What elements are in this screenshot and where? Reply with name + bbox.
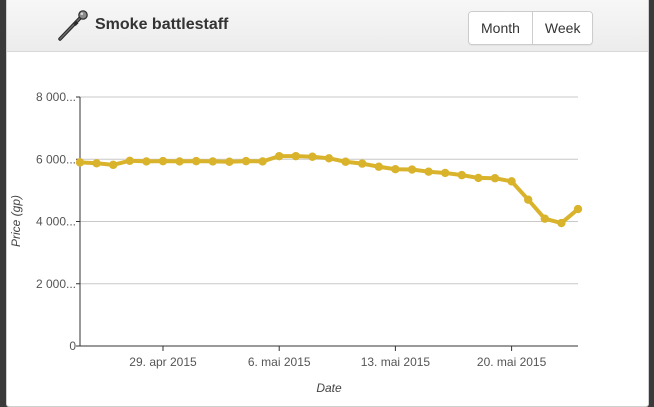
data-point-0[interactable]: [75, 158, 85, 167]
x-tick-label-3: 20. mai 2015: [477, 355, 547, 369]
data-point-7[interactable]: [192, 156, 201, 166]
x-tick-label-1: 6. mai 2015: [248, 355, 311, 369]
data-point-1[interactable]: [92, 159, 101, 168]
data-point-18[interactable]: [374, 162, 383, 171]
data-point-16[interactable]: [341, 157, 350, 166]
data-point-23[interactable]: [457, 170, 466, 180]
data-point-13[interactable]: [291, 151, 300, 161]
y-tick-labels: 0 2 000... 4 000... 6 000... 8 000...: [36, 90, 80, 353]
data-point-29[interactable]: [557, 218, 566, 228]
data-point-17[interactable]: [358, 159, 367, 168]
data-point-20[interactable]: [407, 165, 417, 174]
data-point-26[interactable]: [507, 177, 516, 186]
data-point-10[interactable]: [241, 156, 251, 166]
data-point-19[interactable]: [391, 165, 400, 174]
data-point-12[interactable]: [275, 151, 284, 161]
x-axis-title: Date: [316, 381, 342, 395]
panel-header: Smoke battlestaff Month Week: [7, 0, 648, 52]
data-point-2[interactable]: [109, 160, 118, 170]
data-point-4[interactable]: [142, 157, 151, 166]
data-point-14[interactable]: [308, 152, 317, 161]
data-point-30[interactable]: [573, 204, 583, 214]
range-toggle: Month Week: [468, 11, 594, 45]
item-panel: Smoke battlestaff Month Week: [6, 0, 649, 407]
battlestaff-icon: [58, 10, 88, 41]
data-point-5[interactable]: [158, 156, 168, 166]
x-tick-label-2: 13. mai 2015: [361, 355, 431, 369]
data-point-24[interactable]: [474, 173, 483, 183]
data-point-8[interactable]: [208, 157, 217, 166]
x-tick-labels: 29. apr 2015 6. mai 2015 13. mai 2015 20. m…: [129, 346, 547, 369]
series-price: [75, 151, 583, 228]
item-title: Smoke battlestaff: [95, 16, 229, 33]
data-point-3[interactable]: [125, 156, 134, 166]
data-point-15[interactable]: [324, 154, 334, 163]
data-point-27[interactable]: [524, 195, 533, 204]
y-tick-label-4: 8 000...: [36, 90, 76, 104]
data-point-9[interactable]: [225, 157, 234, 166]
month-button[interactable]: Month: [469, 12, 532, 44]
x-tick-label-0: 29. apr 2015: [129, 355, 197, 369]
data-point-28[interactable]: [540, 214, 549, 223]
series-line-0: [78, 154, 580, 226]
grid-lines: [80, 96, 578, 285]
y-tick-label-2: 4 000...: [36, 215, 76, 229]
y-tick-label-1: 2 000...: [36, 277, 76, 291]
y-tick-label-0: 0: [69, 339, 76, 353]
y-tick-label-3: 6 000...: [36, 152, 76, 166]
data-point-6[interactable]: [175, 157, 184, 166]
data-point-25[interactable]: [490, 174, 500, 183]
y-axis-title: Price (gp): [9, 195, 23, 247]
week-button[interactable]: Week: [531, 12, 593, 44]
data-point-21[interactable]: [424, 167, 433, 176]
data-point-22[interactable]: [441, 168, 450, 178]
data-point-11[interactable]: [258, 157, 267, 166]
